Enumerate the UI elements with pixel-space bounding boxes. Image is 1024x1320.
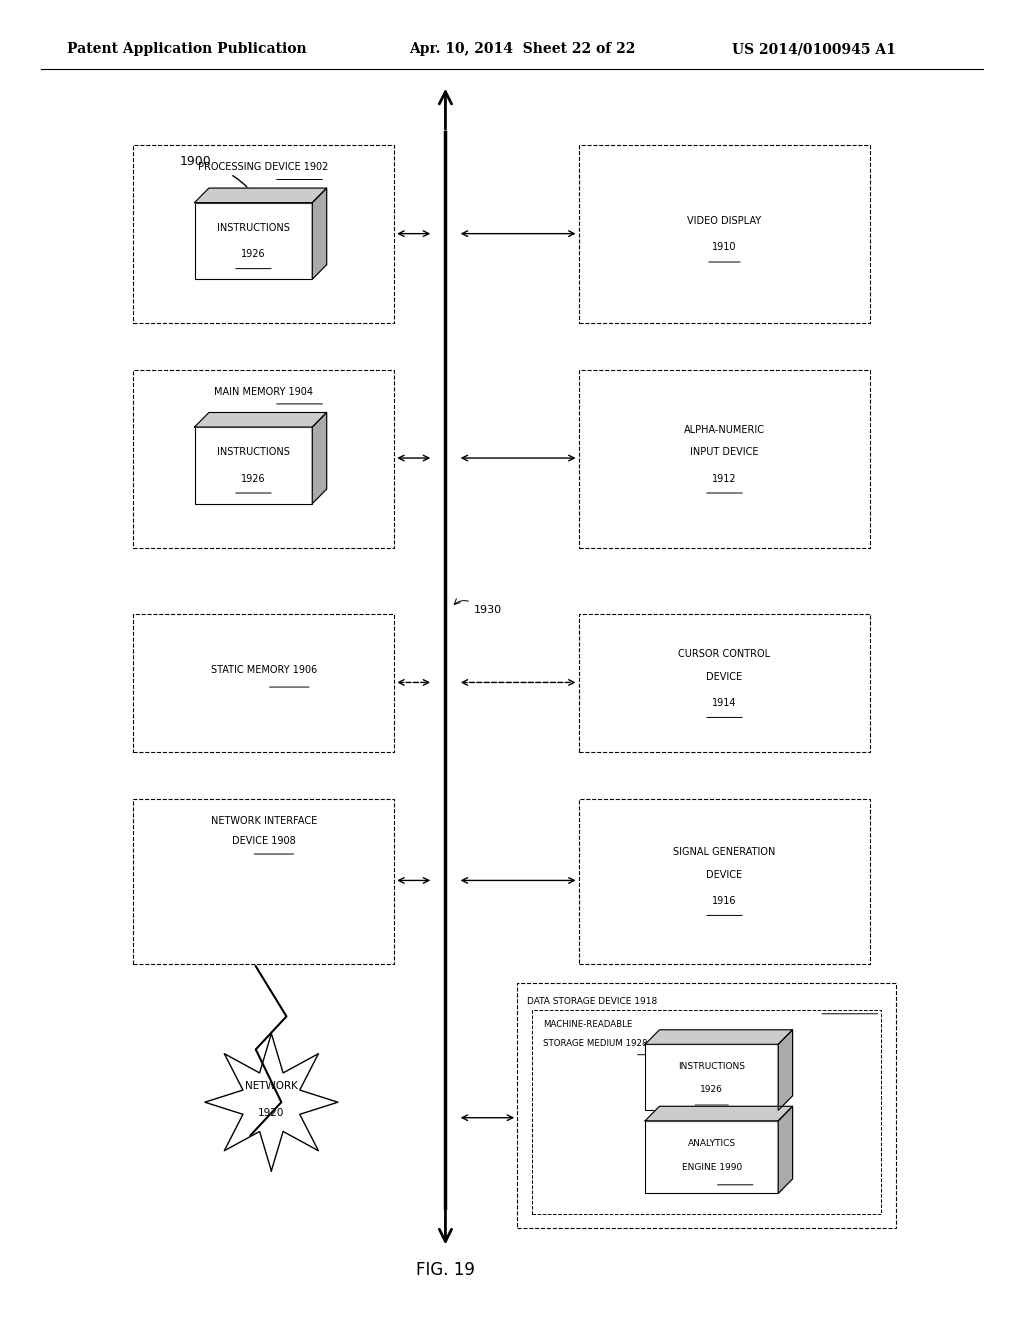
- Text: 1910: 1910: [713, 243, 736, 252]
- Text: MACHINE-READABLE: MACHINE-READABLE: [543, 1020, 632, 1030]
- Bar: [579, 370, 870, 548]
- Bar: [645, 1121, 778, 1193]
- Text: Patent Application Publication: Patent Application Publication: [67, 42, 306, 57]
- Polygon shape: [205, 1034, 338, 1171]
- Bar: [195, 428, 312, 504]
- Text: DEVICE: DEVICE: [707, 870, 742, 879]
- Text: STORAGE MEDIUM 1928: STORAGE MEDIUM 1928: [543, 1039, 647, 1048]
- Polygon shape: [312, 412, 327, 504]
- Polygon shape: [195, 412, 327, 428]
- Text: DATA STORAGE DEVICE 1918: DATA STORAGE DEVICE 1918: [527, 997, 657, 1006]
- Bar: [517, 983, 896, 1228]
- Text: SIGNAL GENERATION: SIGNAL GENERATION: [674, 847, 775, 857]
- Text: 1926: 1926: [241, 474, 266, 483]
- Polygon shape: [778, 1030, 793, 1110]
- Text: DEVICE 1908: DEVICE 1908: [231, 836, 296, 846]
- Text: ENGINE 1990: ENGINE 1990: [682, 1163, 741, 1172]
- Text: 1920: 1920: [258, 1107, 285, 1118]
- Text: INSTRUCTIONS: INSTRUCTIONS: [678, 1063, 745, 1072]
- Bar: [532, 1010, 881, 1214]
- Text: INPUT DEVICE: INPUT DEVICE: [690, 447, 759, 457]
- Bar: [133, 614, 394, 752]
- Bar: [133, 370, 394, 548]
- Polygon shape: [645, 1030, 793, 1044]
- Text: VIDEO DISPLAY: VIDEO DISPLAY: [687, 216, 762, 226]
- Bar: [195, 202, 312, 280]
- Bar: [579, 145, 870, 323]
- Text: Apr. 10, 2014  Sheet 22 of 22: Apr. 10, 2014 Sheet 22 of 22: [410, 42, 636, 57]
- Text: 1926: 1926: [241, 249, 266, 259]
- Polygon shape: [195, 187, 327, 202]
- Text: 1912: 1912: [712, 474, 737, 483]
- Text: NETWORK: NETWORK: [245, 1081, 298, 1092]
- Text: STATIC MEMORY 1906: STATIC MEMORY 1906: [211, 665, 316, 675]
- Text: 1926: 1926: [700, 1085, 723, 1094]
- Text: FIG. 19: FIG. 19: [416, 1261, 475, 1279]
- Bar: [645, 1044, 778, 1110]
- Text: NETWORK INTERFACE: NETWORK INTERFACE: [211, 816, 316, 826]
- Text: ALPHA-NUMERIC: ALPHA-NUMERIC: [684, 425, 765, 434]
- Text: US 2014/0100945 A1: US 2014/0100945 A1: [732, 42, 896, 57]
- Polygon shape: [312, 187, 327, 280]
- Text: ANALYTICS: ANALYTICS: [688, 1139, 735, 1148]
- Bar: [133, 145, 394, 323]
- Bar: [579, 799, 870, 964]
- Text: DEVICE: DEVICE: [707, 672, 742, 681]
- Polygon shape: [778, 1106, 793, 1193]
- Text: 1914: 1914: [713, 698, 736, 708]
- Text: 1916: 1916: [713, 896, 736, 906]
- Polygon shape: [645, 1106, 793, 1121]
- Text: INSTRUCTIONS: INSTRUCTIONS: [217, 223, 290, 232]
- Text: 1930: 1930: [474, 605, 502, 615]
- Text: INSTRUCTIONS: INSTRUCTIONS: [217, 447, 290, 457]
- Bar: [579, 614, 870, 752]
- Text: PROCESSING DEVICE 1902: PROCESSING DEVICE 1902: [199, 162, 329, 173]
- Text: MAIN MEMORY 1904: MAIN MEMORY 1904: [214, 387, 313, 397]
- Text: 1900: 1900: [179, 154, 211, 168]
- Bar: [133, 799, 394, 964]
- Text: CURSOR CONTROL: CURSOR CONTROL: [679, 649, 770, 659]
